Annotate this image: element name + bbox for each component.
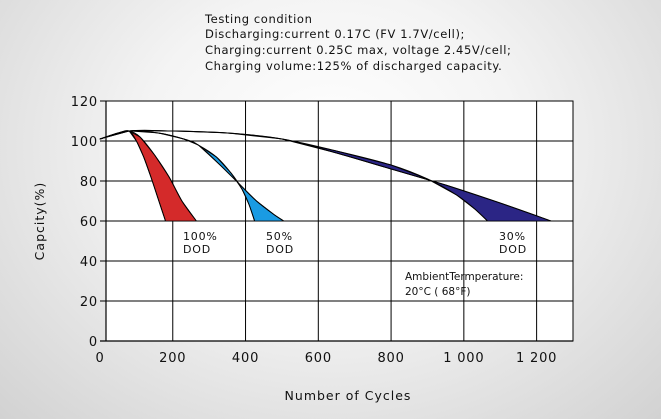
testing-condition-line-charging: Charging:current 0.25C max, voltage 2.45… bbox=[205, 43, 511, 57]
y-tick-label: 0 bbox=[89, 335, 98, 350]
testing-condition-line-volume: Charging volume:125% of discharged capac… bbox=[205, 59, 502, 73]
x-tick-label: 200 bbox=[159, 351, 186, 366]
labels: Capcity(%) Number of Cycles AmbientTermp… bbox=[32, 182, 523, 403]
y-tick-label: 60 bbox=[80, 215, 98, 230]
axes: 0 20 40 60 80 100 120 0 200 400 600 800 1 000 1 200 bbox=[71, 95, 573, 366]
band-100-dod bbox=[99, 130, 197, 222]
x-tick-label: 1 000 bbox=[443, 351, 484, 366]
x-tick-label: 0 bbox=[95, 351, 104, 366]
testing-condition-line-discharging: Discharging:current 0.17C (FV 1.7V/cell)… bbox=[205, 27, 465, 41]
ambient-temperature-value: 20°C ( 68°F) bbox=[405, 286, 470, 298]
x-tick-label: 800 bbox=[377, 351, 404, 366]
series-label: DOD bbox=[499, 243, 527, 256]
testing-condition: Testing condition Discharging:current 0.… bbox=[204, 12, 511, 73]
x-tick-label: 600 bbox=[305, 351, 332, 366]
ambient-temperature-label: AmbientTermperature: bbox=[405, 271, 523, 283]
x-tick-label: 400 bbox=[232, 351, 259, 366]
curve-lower-30-dod bbox=[99, 129, 488, 222]
series-label: DOD bbox=[266, 243, 294, 256]
y-tick-label: 20 bbox=[80, 295, 98, 310]
y-tick-label: 120 bbox=[71, 95, 98, 110]
x-axis-label: Number of Cycles bbox=[285, 388, 412, 403]
y-tick-label: 100 bbox=[71, 135, 98, 150]
series-label: 100% bbox=[183, 230, 218, 243]
y-tick-label: 80 bbox=[80, 175, 98, 190]
y-tick-label: 40 bbox=[80, 255, 98, 270]
x-tick-label: 1 200 bbox=[516, 351, 557, 366]
testing-condition-heading: Testing condition bbox=[204, 12, 312, 26]
series-label: 50% bbox=[266, 230, 293, 243]
y-axis-label: Capcity(%) bbox=[32, 182, 47, 261]
series-label: 30% bbox=[499, 230, 526, 243]
series-label: DOD bbox=[183, 243, 211, 256]
